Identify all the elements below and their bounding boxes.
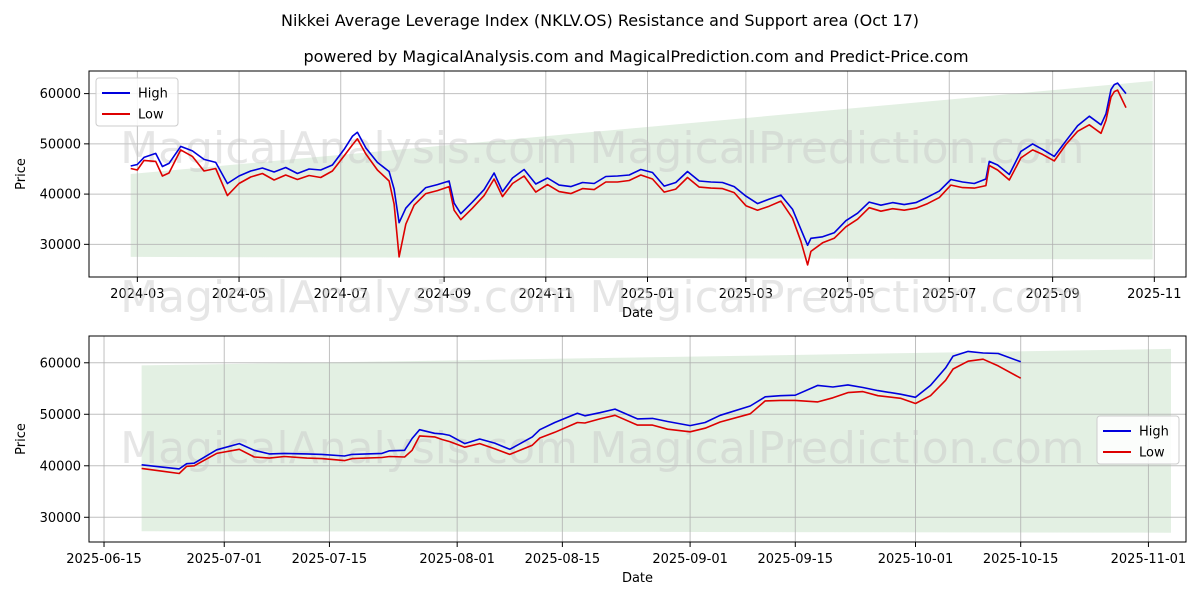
plot-frame	[88, 70, 1187, 278]
y-tick-label: 60000	[40, 87, 81, 102]
watermark-analysis: MagicalAnalysis.com	[120, 423, 578, 474]
plot-frame	[88, 335, 1187, 543]
x-tick-label: 2025-09	[1025, 287, 1079, 302]
legend-label-high: High	[1139, 425, 1169, 440]
y-axis-label: Price	[14, 158, 29, 190]
x-tick-label: 2025-10-01	[878, 552, 954, 567]
x-axis-label: Date	[622, 306, 653, 321]
support-resistance-band	[141, 348, 1172, 533]
series-line-low	[130, 89, 1127, 266]
x-tick-label: 2024-05	[212, 287, 266, 302]
y-tick-label: 40000	[40, 459, 81, 474]
legend: High Low	[1096, 415, 1180, 465]
y-tick-label: 40000	[40, 188, 81, 203]
series-line-high	[141, 350, 1021, 470]
chart-title: Nikkei Average Leverage Index (NKLV.OS) …	[281, 11, 919, 30]
top-chart-panel: 2024-03 2024-05 2024-07 2024-09 2024-11 2025-…	[14, 70, 1187, 323]
y-tick-label: 50000	[40, 408, 81, 423]
x-tick-label: 2025-07-01	[186, 552, 262, 567]
x-tick-label: 2025-07	[922, 287, 976, 302]
x-tick-label: 2025-11-01	[1111, 552, 1187, 567]
x-tick-label: 2025-08-15	[525, 552, 601, 567]
x-tick-label: 2024-07	[314, 287, 368, 302]
watermark-prediction: MagicalPrediction.com	[590, 272, 1085, 323]
y-axis-label: Price	[14, 423, 29, 455]
series-line-high	[130, 82, 1127, 247]
legend-label-low: Low	[1139, 446, 1165, 461]
x-tick-label: 2024-09	[417, 287, 471, 302]
y-tick-label: 60000	[40, 356, 81, 371]
x-tick-label: 2024-03	[110, 287, 164, 302]
series-line-low	[141, 358, 1022, 475]
x-tick-label: 2025-09-15	[758, 552, 834, 567]
watermark-prediction: MagicalPrediction.com	[590, 123, 1085, 174]
x-tick-label: 2025-06-15	[66, 552, 142, 567]
legend-box	[95, 77, 179, 127]
x-tick-label: 2025-01	[620, 287, 674, 302]
legend-label-low: Low	[138, 108, 164, 123]
watermark-prediction: MagicalPrediction.com	[590, 423, 1085, 474]
legend: High Low	[95, 77, 179, 127]
legend-label-high: High	[138, 87, 168, 102]
chart-subtitle: powered by MagicalAnalysis.com and Magic…	[303, 47, 968, 66]
y-tick-label: 50000	[40, 137, 81, 152]
x-tick-label: 2025-10-15	[983, 552, 1059, 567]
bottom-chart-panel: 2025-06-15 2025-07-01 2025-07-15 2025-08-01…	[14, 335, 1187, 586]
x-tick-label: 2025-07-15	[292, 552, 368, 567]
x-axis-label: Date	[622, 571, 653, 586]
x-tick-label: 2025-08-01	[419, 552, 495, 567]
y-tick-label: 30000	[40, 238, 81, 253]
x-tick-label: 2024-11	[519, 287, 573, 302]
x-tick-label: 2025-05	[820, 287, 874, 302]
x-tick-label: 2025-09-01	[652, 552, 728, 567]
y-tick-label: 30000	[40, 511, 81, 526]
watermark-analysis: MagicalAnalysis.com	[120, 272, 578, 323]
legend-box	[1096, 415, 1180, 465]
x-tick-label: 2025-11	[1127, 287, 1181, 302]
x-tick-label: 2025-03	[719, 287, 773, 302]
